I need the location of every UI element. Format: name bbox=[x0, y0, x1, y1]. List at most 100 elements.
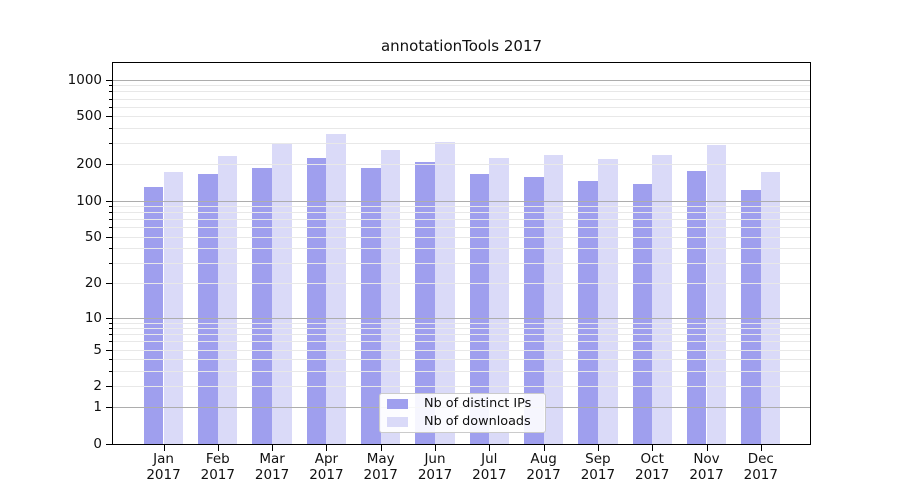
y-tick-label-1000: 1000 bbox=[67, 71, 102, 88]
bar-downloads-jul bbox=[489, 157, 509, 445]
y-minortick-9 bbox=[109, 322, 113, 324]
gridline-minor-7 bbox=[113, 334, 810, 336]
x-tick-label-may: May 2017 bbox=[363, 451, 398, 483]
bar-distinct-ips-sep bbox=[578, 180, 598, 445]
y-minortick-70 bbox=[109, 219, 113, 221]
x-tick-mar bbox=[272, 445, 274, 451]
x-tick-label-feb: Feb 2017 bbox=[200, 451, 235, 483]
y-tick-label-0: 0 bbox=[93, 436, 102, 452]
bar-downloads-jun bbox=[435, 142, 455, 445]
legend-item-downloads: Nb of downloads bbox=[380, 415, 545, 429]
y-minortick-7 bbox=[109, 334, 113, 336]
bar-distinct-ips-oct bbox=[632, 184, 653, 445]
y-minortick-80 bbox=[109, 212, 113, 214]
y-tick-label-5: 5 bbox=[93, 341, 102, 358]
gridline-major-1000 bbox=[113, 79, 810, 81]
x-tick-oct bbox=[652, 445, 654, 451]
y-minortick-40 bbox=[109, 248, 113, 250]
gridline-major-10 bbox=[113, 317, 810, 319]
x-tick-may bbox=[380, 445, 382, 451]
y-tick-label-50: 50 bbox=[84, 228, 102, 245]
gridline-minor-8 bbox=[113, 328, 810, 330]
y-tick-label-2: 2 bbox=[93, 378, 102, 395]
y-tick-500 bbox=[106, 116, 113, 118]
x-tick-jul bbox=[489, 445, 491, 451]
bar-distinct-ips-jun bbox=[415, 161, 435, 445]
bar-downloads-dec bbox=[760, 171, 781, 445]
y-minortick-60 bbox=[109, 227, 113, 229]
bar-distinct-ips-jan bbox=[143, 186, 164, 445]
bar-downloads-apr bbox=[326, 133, 347, 445]
x-tick-label-mar: Mar 2017 bbox=[254, 451, 290, 483]
x-tick-label-sep: Sep 2017 bbox=[580, 451, 616, 483]
x-tick-jun bbox=[435, 445, 436, 451]
gridline-minor-800 bbox=[113, 91, 810, 93]
y-tick-2 bbox=[106, 386, 113, 388]
bar-distinct-ips-dec bbox=[741, 189, 761, 445]
y-tick-10 bbox=[106, 317, 113, 319]
gridline-minor-600 bbox=[113, 106, 810, 108]
y-tick-label-20: 20 bbox=[84, 275, 102, 292]
x-tick-label-aug: Aug 2017 bbox=[526, 451, 561, 483]
bar-downloads-mar bbox=[272, 143, 292, 445]
y-minortick-30 bbox=[109, 262, 113, 264]
y-minortick-900 bbox=[109, 85, 113, 87]
y-minortick-90 bbox=[109, 206, 113, 208]
bar-downloads-nov bbox=[706, 144, 727, 445]
y-minortick-700 bbox=[109, 98, 113, 100]
gridline-minor-20 bbox=[113, 283, 810, 285]
x-tick-aug bbox=[543, 445, 545, 451]
gridline-minor-50 bbox=[113, 236, 810, 238]
gridline-minor-30 bbox=[113, 262, 810, 264]
gridline-minor-900 bbox=[113, 85, 810, 87]
bar-distinct-ips-feb bbox=[198, 173, 218, 445]
bar-distinct-ips-mar bbox=[252, 168, 273, 445]
gridline-minor-9 bbox=[113, 322, 810, 324]
y-tick-200 bbox=[106, 164, 113, 166]
x-tick-sep bbox=[597, 445, 599, 451]
legend: Nb of distinct IPs Nb of downloads bbox=[379, 393, 546, 433]
x-tick-label-jan: Jan 2017 bbox=[146, 451, 181, 483]
x-tick-nov bbox=[706, 445, 708, 451]
gridline-minor-700 bbox=[113, 98, 810, 100]
legend-label-distinct-ips: Nb of distinct IPs bbox=[424, 396, 532, 411]
gridline-minor-2 bbox=[113, 386, 810, 388]
y-tick-label-100: 100 bbox=[76, 192, 102, 209]
chart-title: annotationTools 2017 bbox=[380, 37, 543, 55]
y-tick-50 bbox=[106, 236, 113, 238]
gridline-minor-300 bbox=[113, 143, 810, 145]
bar-downloads-aug bbox=[543, 154, 564, 445]
gridline-major-100 bbox=[113, 200, 810, 202]
x-tick-label-apr: Apr 2017 bbox=[309, 451, 344, 483]
y-tick-label-200: 200 bbox=[76, 156, 102, 173]
bar-downloads-oct bbox=[652, 155, 672, 445]
y-tick-1000 bbox=[106, 79, 113, 81]
legend-label-downloads: Nb of downloads bbox=[424, 414, 531, 429]
bar-distinct-ips-apr bbox=[306, 158, 327, 445]
gridline-minor-200 bbox=[113, 164, 810, 166]
gridline-minor-3 bbox=[113, 370, 810, 372]
y-minortick-4 bbox=[109, 359, 113, 361]
bar-distinct-ips-aug bbox=[523, 177, 544, 445]
y-minortick-600 bbox=[109, 106, 113, 108]
y-tick-5 bbox=[106, 349, 113, 351]
y-tick-label-1: 1 bbox=[93, 399, 102, 416]
bar-downloads-jan bbox=[163, 171, 184, 445]
gridline-minor-6 bbox=[113, 341, 810, 343]
y-tick-20 bbox=[106, 283, 113, 285]
gridline-minor-90 bbox=[113, 206, 810, 208]
x-tick-apr bbox=[326, 445, 328, 451]
y-minortick-400 bbox=[109, 127, 113, 129]
x-tick-dec bbox=[760, 445, 762, 451]
bar-downloads-feb bbox=[217, 156, 238, 445]
y-tick-1 bbox=[106, 407, 113, 409]
x-tick-label-jun: Jun 2017 bbox=[417, 451, 453, 483]
gridline-minor-4 bbox=[113, 359, 810, 361]
bar-distinct-ips-nov bbox=[686, 171, 707, 445]
gridline-minor-500 bbox=[113, 116, 810, 118]
gridline-minor-5 bbox=[113, 349, 810, 351]
y-tick-0 bbox=[106, 444, 113, 445]
x-tick-jan bbox=[163, 445, 165, 451]
y-tick-100 bbox=[106, 200, 113, 202]
